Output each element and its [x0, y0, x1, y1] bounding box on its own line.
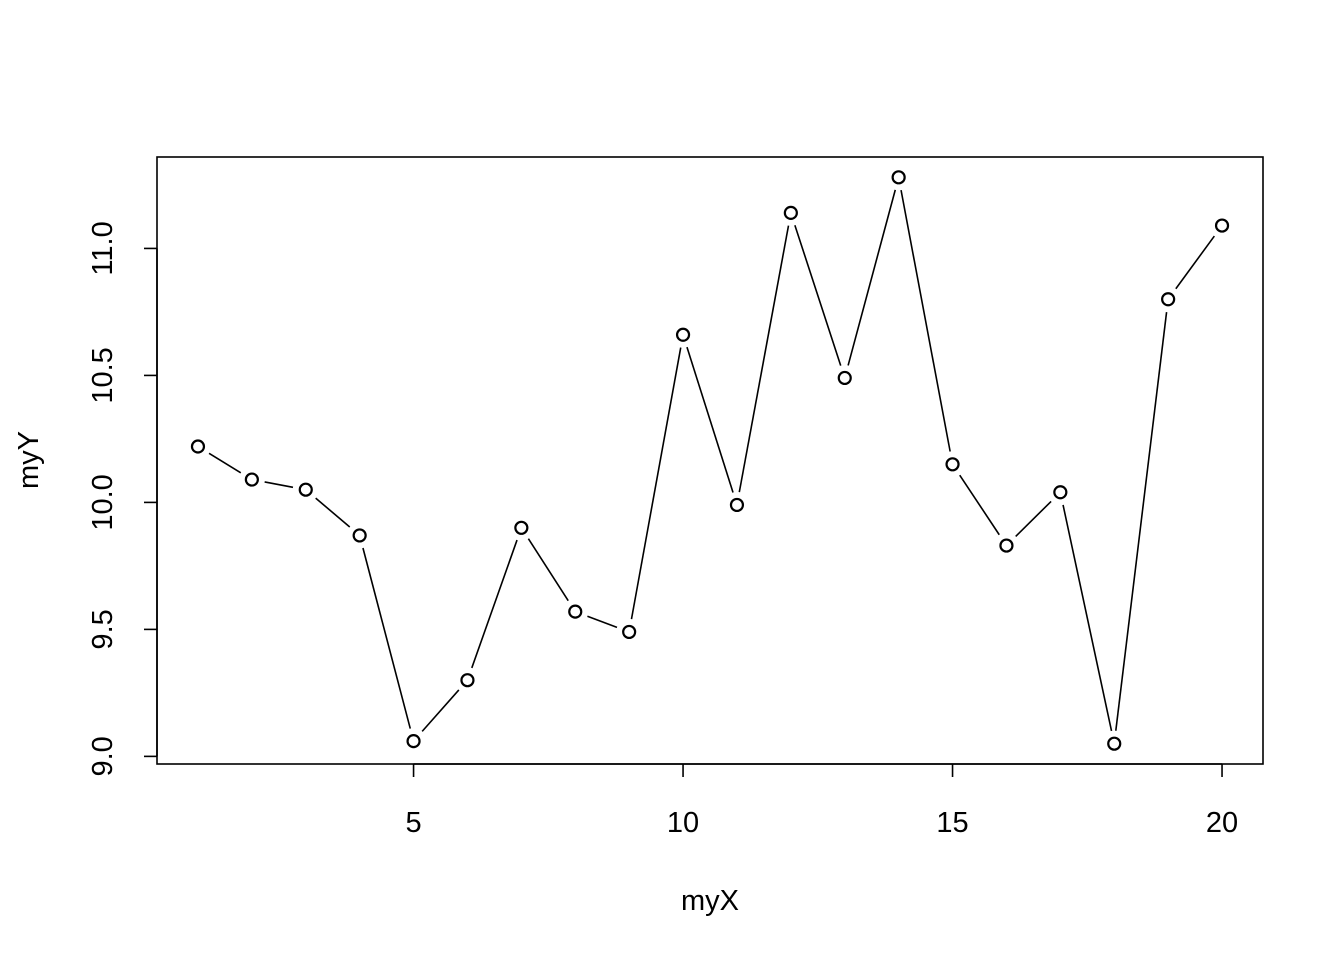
- data-point: [783, 205, 798, 220]
- line-segment: [527, 538, 569, 602]
- y-axis-label: myY: [13, 431, 45, 489]
- data-point: [622, 624, 637, 640]
- plot-frame: [156, 156, 1264, 765]
- line-segment: [421, 689, 460, 732]
- line-segment: [208, 452, 242, 474]
- line-segment: [264, 481, 294, 489]
- data-point: [675, 327, 691, 342]
- y-tick-label: 9.5: [87, 609, 119, 649]
- line-segment: [362, 547, 412, 729]
- line-segment: [847, 189, 897, 366]
- data-point: [1107, 736, 1122, 751]
- data-point: [837, 370, 852, 386]
- data-point: [514, 520, 529, 535]
- line-segment: [1015, 500, 1052, 538]
- data-point: [190, 439, 206, 454]
- line-segment: [1062, 504, 1113, 732]
- y-tick-label: 11.0: [87, 221, 119, 275]
- line-segment: [686, 346, 734, 493]
- line-segment: [630, 347, 682, 620]
- data-point: [568, 604, 583, 619]
- data-point: [1161, 292, 1176, 307]
- data-point: [1053, 485, 1068, 500]
- data-point: [460, 673, 475, 688]
- line-segment: [738, 225, 790, 493]
- x-tick-label: 15: [936, 807, 968, 839]
- series-points: [190, 170, 1230, 751]
- data-point: [244, 472, 259, 487]
- y-axis: 9.0 9.5 10.0 10.5 11.0: [87, 221, 158, 777]
- line-segment: [471, 539, 518, 669]
- x-tick-label: 20: [1206, 807, 1238, 839]
- data-point: [729, 497, 745, 513]
- x-axis: 5 10 15 20: [405, 763, 1238, 839]
- line-segment: [587, 615, 618, 629]
- x-tick-label: 5: [405, 807, 421, 839]
- data-point: [891, 170, 906, 185]
- data-point: [298, 482, 313, 497]
- x-axis-label: myX: [681, 885, 739, 917]
- data-point: [406, 734, 421, 749]
- y-tick-label: 10.5: [87, 347, 119, 403]
- line-segment: [959, 474, 1000, 536]
- line-segment: [1175, 235, 1216, 290]
- series-line: [208, 189, 1216, 732]
- line-segment: [1115, 312, 1168, 731]
- line-segment: [315, 497, 351, 528]
- data-point: [1214, 218, 1230, 233]
- x-tick-label: 10: [667, 807, 699, 839]
- y-tick-label: 9.0: [87, 736, 119, 776]
- data-point: [945, 457, 960, 472]
- data-point: [999, 538, 1014, 553]
- line-segment: [900, 189, 951, 452]
- y-tick-label: 10.0: [87, 474, 119, 530]
- line-segment: [794, 224, 842, 366]
- data-point: [352, 528, 367, 543]
